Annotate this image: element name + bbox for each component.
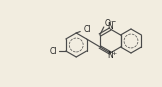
- Text: −: −: [110, 18, 116, 23]
- Text: Cl: Cl: [50, 46, 58, 56]
- Text: O: O: [105, 19, 111, 29]
- Text: Cl: Cl: [83, 25, 91, 35]
- Text: +: +: [112, 51, 117, 56]
- Text: N: N: [107, 22, 113, 31]
- Text: N: N: [107, 52, 113, 60]
